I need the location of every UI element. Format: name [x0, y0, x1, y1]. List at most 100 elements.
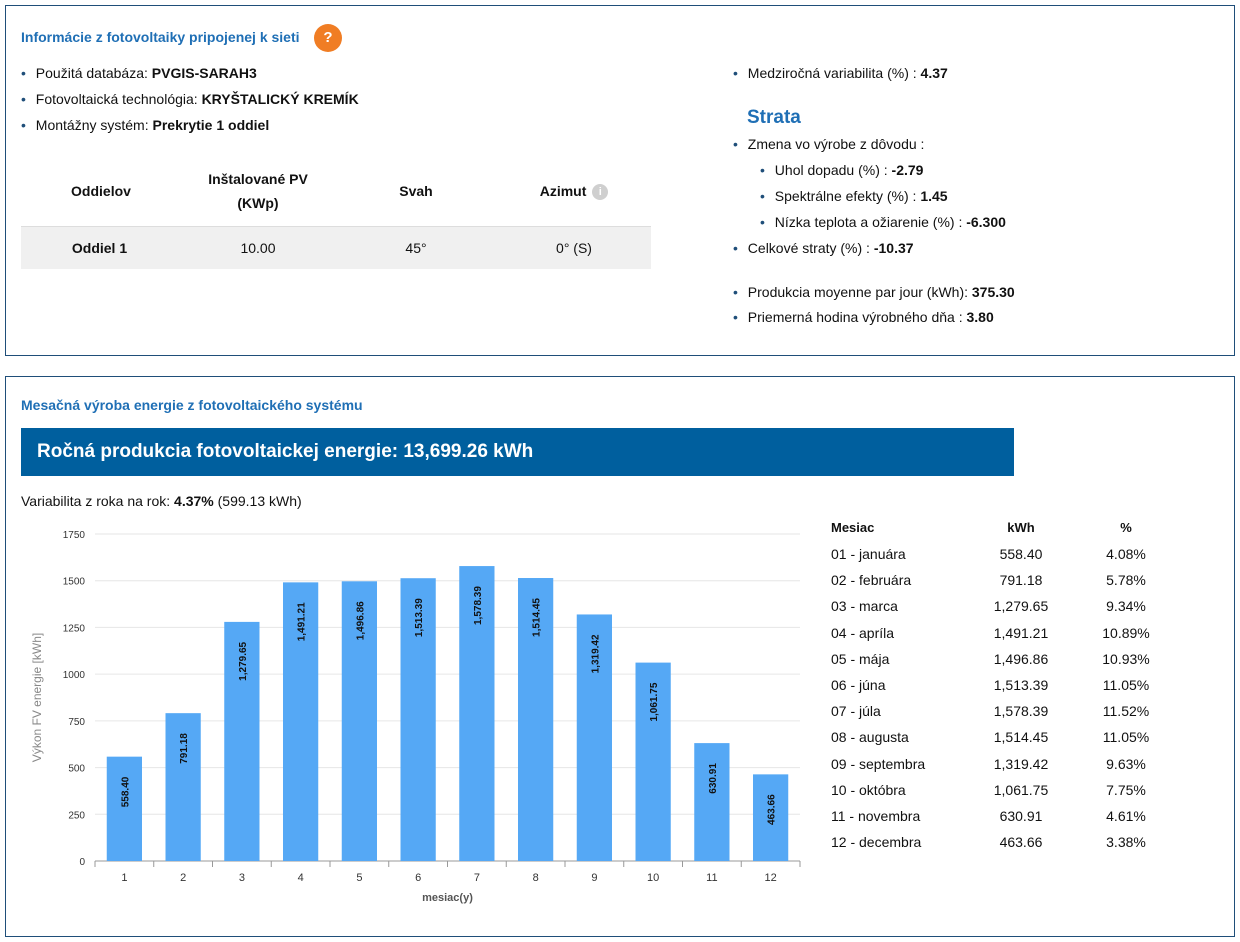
- pv-info-title: Informácie z fotovoltaiky pripojenej k s…: [21, 29, 300, 45]
- month-cell: 04 - apríla: [831, 624, 895, 641]
- col-installed-header: Inštalované PV (KWp): [178, 167, 338, 215]
- month-cell: 06 - júna: [831, 677, 886, 693]
- col-installed-label: Inštalované PV: [208, 171, 308, 187]
- spectral-loss-item: Spektrálne efekty (%) : 1.45: [760, 188, 948, 204]
- x-tick-label: 8: [533, 872, 539, 884]
- month-cell: 07 - júla: [831, 703, 881, 720]
- x-tick-label: 6: [415, 872, 421, 884]
- mounting-label: Montážny systém:: [35, 117, 149, 133]
- spectral-value: 1.45: [920, 188, 948, 204]
- bar-value-label: 1,496.86: [355, 601, 366, 640]
- kwh-col-header: kWh: [1007, 520, 1035, 535]
- pct-cell: 7.75%: [1106, 781, 1146, 798]
- interannual-variability-item: Medziročná variabilita (%) : 4.37: [733, 65, 948, 81]
- bar: [165, 713, 201, 861]
- average-hour-item: Priemerná hodina výrobného dňa : 3.80: [733, 309, 994, 325]
- pct-col-header: %: [1120, 520, 1132, 535]
- total-loss-label: Celkové straty (%) :: [747, 240, 870, 256]
- bar: [753, 774, 789, 861]
- col-azimuth-label: Azimut: [539, 183, 587, 199]
- bar: [518, 578, 554, 861]
- x-tick-label: 4: [298, 872, 304, 884]
- y-tick-label: 1250: [63, 623, 86, 634]
- year-variability-kwh: (599.13 kWh): [217, 493, 302, 509]
- y-tick-label: 1000: [63, 670, 86, 681]
- bar-value-label: 1,491.21: [297, 602, 308, 641]
- monthly-bar-chart: 0 250 500 750 1000 1250 1500 1750 Výkon FV energ…: [30, 530, 801, 904]
- database-item: Použitá databáza: PVGIS-SARAH3: [21, 65, 257, 81]
- bar-value-label: 630.91: [708, 763, 719, 794]
- month-cell: 01 - januára: [831, 546, 906, 562]
- month-cell: 10 - októbra: [831, 781, 906, 798]
- pct-cell: 10.93%: [1102, 650, 1150, 667]
- kwh-cell: 1,578.39: [993, 703, 1049, 720]
- azimuth-cell: 0° (S): [556, 240, 592, 256]
- col-slope-header: Svah: [399, 183, 433, 199]
- month-cell: 02 - februára: [831, 572, 912, 589]
- y-tick-label: 1500: [63, 577, 86, 588]
- kwh-cell: 1,513.39: [993, 677, 1049, 693]
- month-cell: 08 - augusta: [831, 729, 909, 746]
- info-icon[interactable]: i: [592, 184, 609, 201]
- variability-value: 4.37: [920, 65, 948, 81]
- kwh-cell: 1,319.42: [993, 755, 1049, 772]
- year-variability-pct: 4.37%: [174, 493, 214, 509]
- average-hour-value: 3.80: [966, 309, 994, 325]
- bar: [635, 662, 671, 861]
- pct-cell: 11.05%: [1102, 677, 1150, 693]
- aoi-label: Uhol dopadu (%) :: [774, 162, 888, 178]
- col-sections-header: Oddielov: [71, 183, 131, 199]
- kwh-cell: 791.18: [999, 572, 1043, 589]
- variability-label: Medziročná variabilita (%) :: [747, 65, 917, 81]
- kwh-cell: 1,491.21: [993, 624, 1049, 641]
- col-azimuth-header: Azimut i: [494, 179, 654, 203]
- table-row: Oddiel 1 10.00 45° 0° (S): [21, 226, 651, 269]
- x-tick-label: 3: [239, 872, 245, 884]
- pct-cell: 11.05%: [1102, 729, 1150, 746]
- pct-cell: 11.52%: [1102, 703, 1150, 720]
- section-name-cell: Oddiel 1: [71, 240, 128, 256]
- month-cell: 03 - marca: [831, 598, 898, 615]
- pct-cell: 4.08%: [1106, 546, 1146, 562]
- y-tick-label: 750: [68, 717, 85, 728]
- kwh-cell: 1,496.86: [993, 650, 1049, 667]
- bar-value-label: 791.18: [179, 733, 190, 764]
- bar-value-label: 558.40: [120, 776, 131, 807]
- loss-intro-label: Zmena vo výrobe z dôvodu :: [747, 136, 925, 152]
- x-axis-label: mesiac(y): [422, 892, 473, 904]
- total-loss-item: Celkové straty (%) : -10.37: [733, 240, 914, 256]
- mounting-value: Prekrytie 1 oddiel: [152, 117, 270, 133]
- losses-heading: Strata: [747, 107, 801, 128]
- y-tick-label: 500: [68, 764, 85, 775]
- kwh-cell: 1,061.75: [993, 781, 1049, 798]
- annual-production-banner: Ročná produkcia fotovoltaickej energie: …: [21, 428, 1014, 476]
- x-tick-label: 5: [356, 872, 362, 884]
- technology-value: KRYŠTALICKÝ KREMÍK: [201, 91, 359, 107]
- month-cell: 12 - decembra: [831, 834, 922, 851]
- monthly-title: Mesačná výroba energie z fotovoltaického…: [21, 397, 363, 413]
- bar-value-label: 463.66: [767, 794, 778, 825]
- year-variability-label: Variabilita z roka na rok:: [21, 493, 171, 509]
- x-tick-label: 12: [765, 872, 777, 884]
- help-icon[interactable]: ?: [314, 24, 342, 52]
- y-axis-label: Výkon FV energie [kWh]: [30, 633, 44, 762]
- bar: [694, 743, 730, 861]
- x-tick-label: 1: [121, 872, 127, 884]
- pct-cell: 9.34%: [1106, 598, 1146, 615]
- y-tick-label: 250: [68, 810, 85, 821]
- temperature-label: Nízka teplota a ožiarenie (%) :: [774, 214, 963, 230]
- bar: [400, 578, 436, 861]
- bar-value-label: 1,279.65: [238, 641, 249, 680]
- x-tick-label: 7: [474, 872, 480, 884]
- x-tick-label: 9: [591, 872, 597, 884]
- bar: [459, 566, 495, 861]
- col-installed-unit: (KWp): [237, 195, 279, 211]
- x-tick-label: 10: [647, 872, 659, 884]
- database-label: Použitá databáza:: [35, 65, 148, 81]
- slope-cell: 45°: [405, 240, 427, 256]
- month-col-header: Mesiac: [831, 520, 875, 535]
- bar-value-label: 1,061.75: [649, 682, 660, 721]
- year-variability: Variabilita z roka na rok: 4.37% (599.13…: [21, 493, 302, 509]
- daily-production-label: Produkcia moyenne par jour (kWh):: [747, 284, 968, 300]
- y-tick-label: 0: [79, 857, 85, 868]
